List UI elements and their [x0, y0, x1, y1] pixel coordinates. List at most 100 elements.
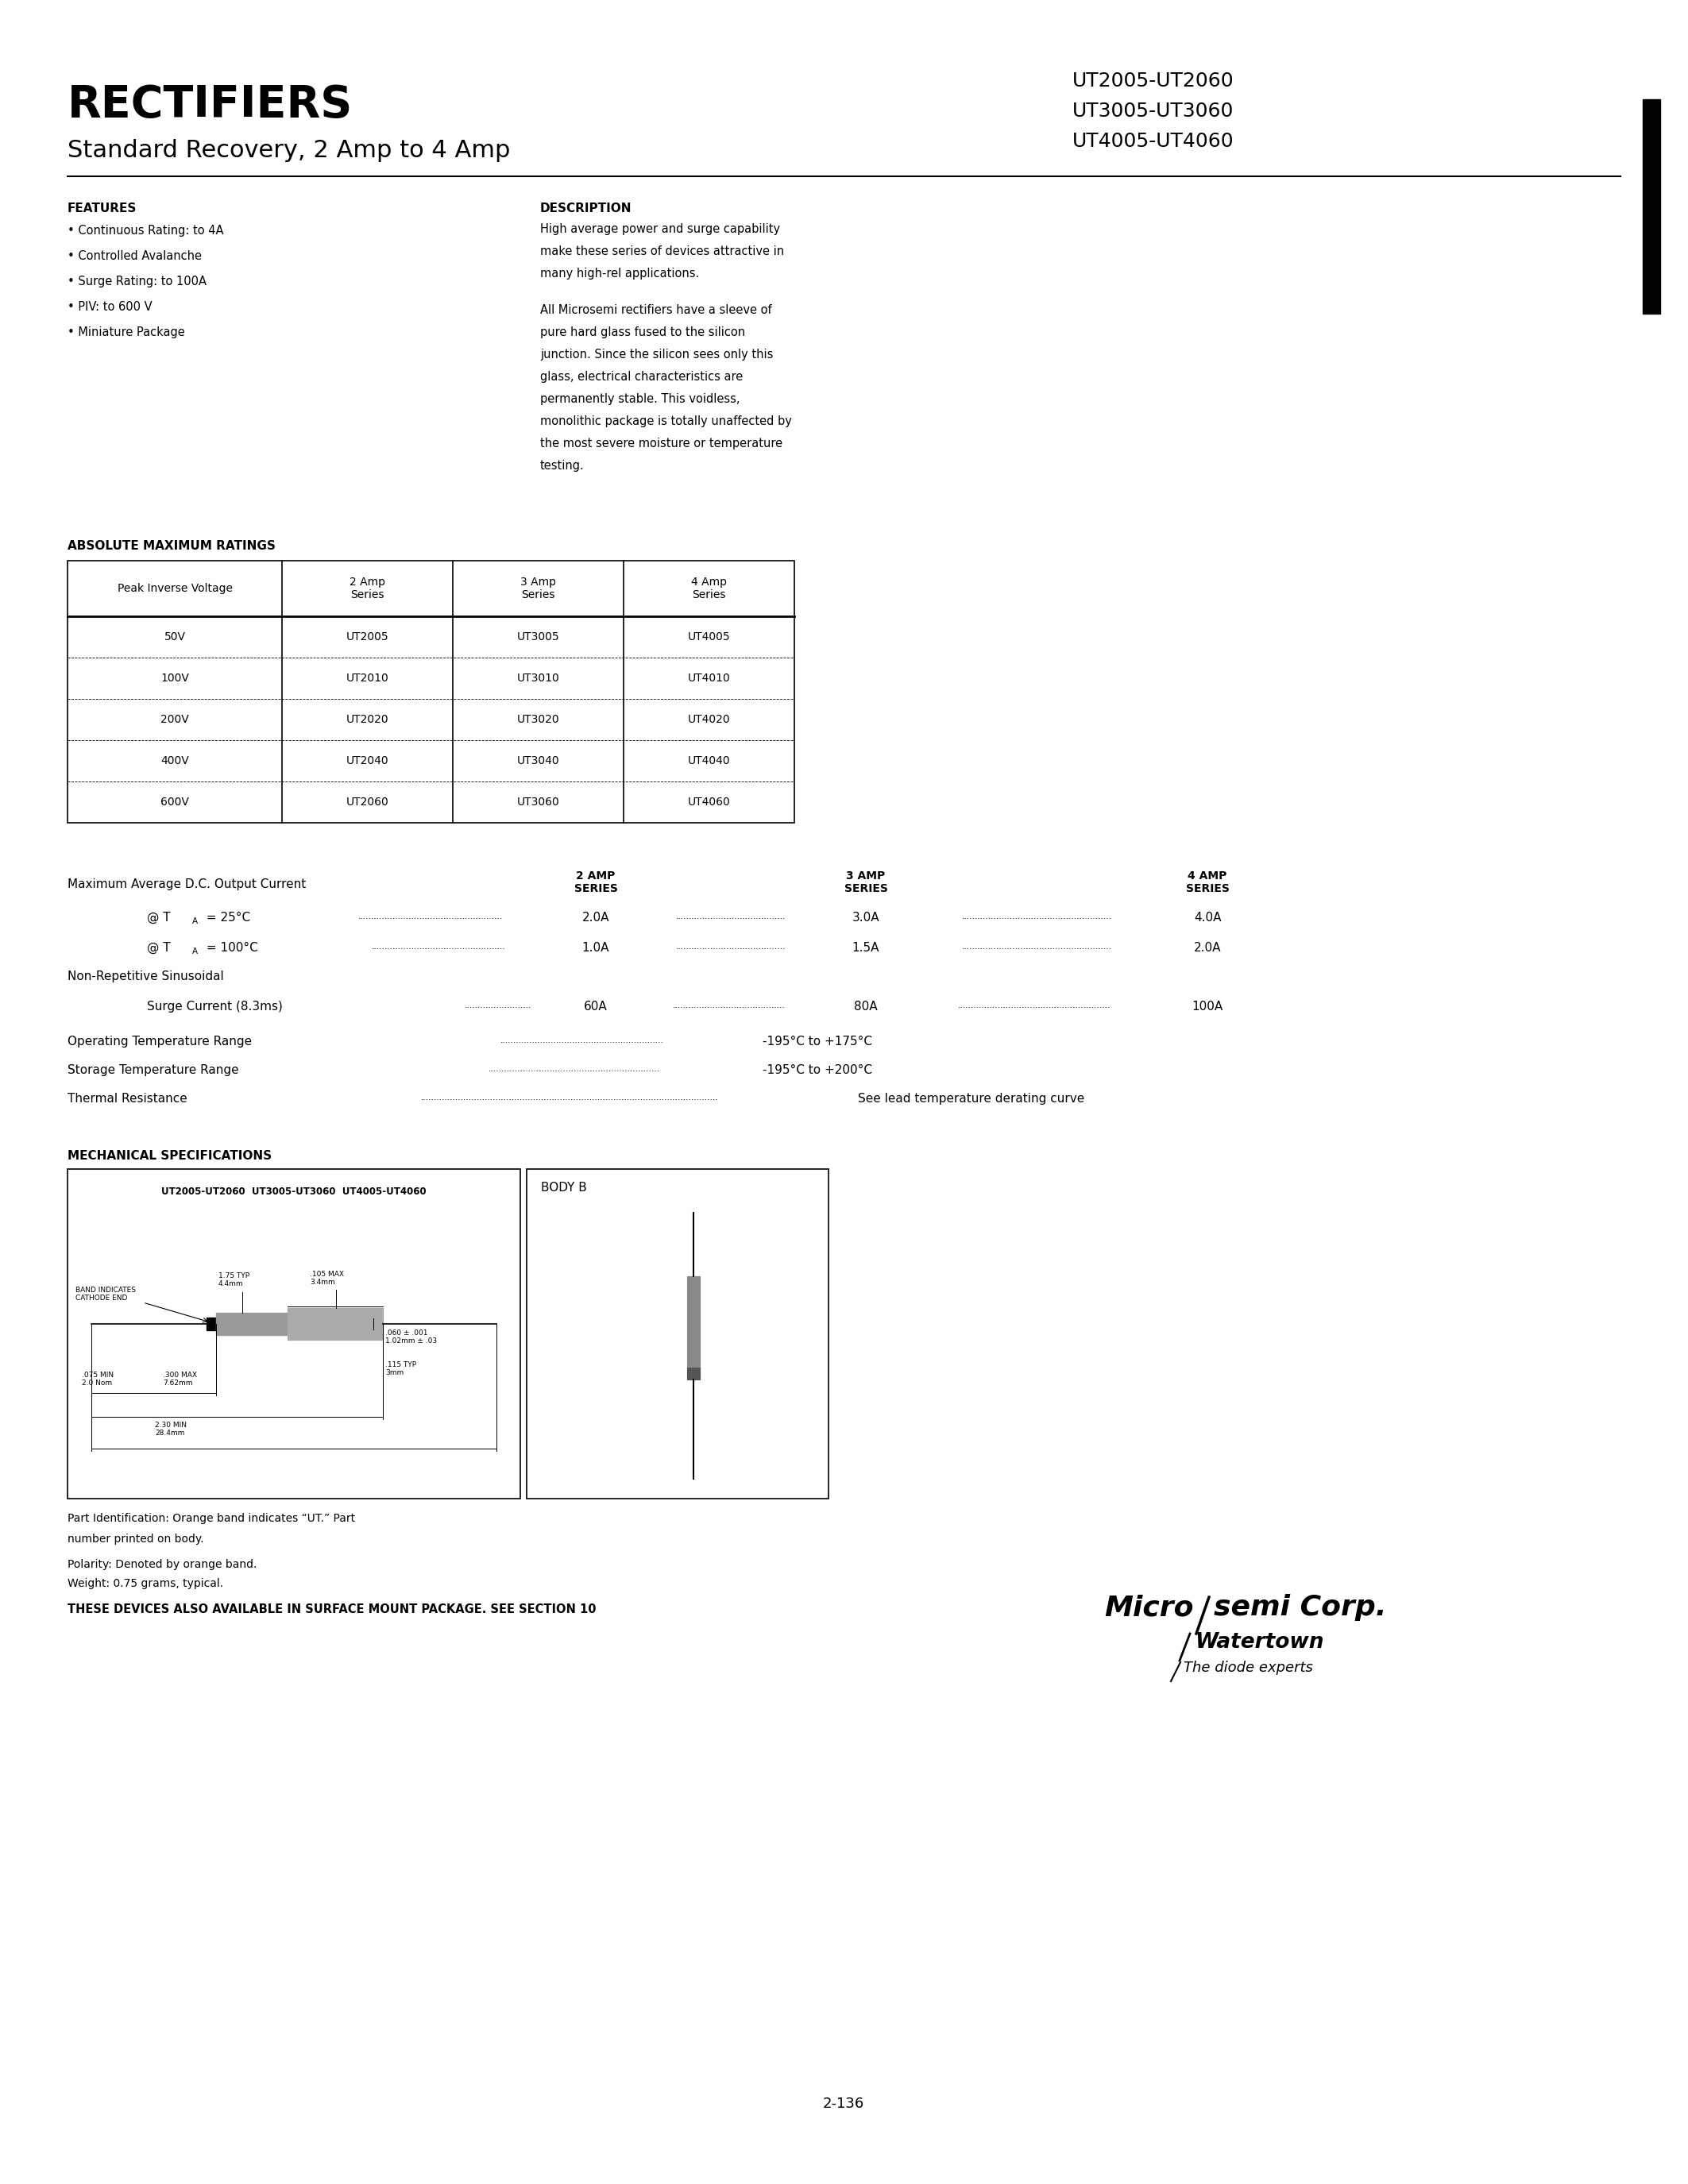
Text: Watertown: Watertown [1195, 1631, 1323, 1653]
Text: .115 TYP
3mm: .115 TYP 3mm [385, 1361, 417, 1376]
Text: UT3060: UT3060 [517, 797, 559, 808]
Text: junction. Since the silicon sees only this: junction. Since the silicon sees only th… [540, 349, 773, 360]
Text: 1.75 TYP
4.4mm: 1.75 TYP 4.4mm [218, 1273, 250, 1289]
Text: .........................................: ........................................… [675, 913, 787, 919]
Bar [216, 1313, 287, 1334]
Text: • Controlled Avalanche: • Controlled Avalanche [68, 251, 203, 262]
Bar [68, 561, 795, 823]
Text: = 25°C: = 25°C [203, 911, 250, 924]
Text: make these series of devices attractive in: make these series of devices attractive … [540, 245, 785, 258]
Text: .........................................: ........................................… [675, 943, 787, 950]
Text: ................................................................: ........................................… [488, 1066, 660, 1072]
Text: 2.0A: 2.0A [582, 911, 609, 924]
Text: UT4020: UT4020 [687, 714, 731, 725]
Text: 3.0A: 3.0A [852, 911, 879, 924]
Text: Operating Temperature Range: Operating Temperature Range [68, 1035, 252, 1048]
Text: 50V: 50V [164, 631, 186, 642]
Text: • Miniature Package: • Miniature Package [68, 325, 186, 339]
Text: .........................................................: ........................................… [959, 1002, 1111, 1009]
Text: Non-Repetitive Sinusoidal: Non-Repetitive Sinusoidal [68, 970, 225, 983]
Text: ..................................................: ........................................… [371, 943, 506, 950]
Text: 2.30 MIN
28.4mm: 2.30 MIN 28.4mm [155, 1422, 187, 1437]
Text: Weight: 0.75 grams, typical.: Weight: 0.75 grams, typical. [68, 1579, 223, 1590]
Text: • Continuous Rating: to 4A: • Continuous Rating: to 4A [68, 225, 223, 236]
Bar [687, 1367, 701, 1380]
Text: ........................................................: ........................................… [962, 913, 1112, 919]
Text: 2.0A: 2.0A [1193, 941, 1220, 954]
Text: .060 ± .001
1.02mm ± .03: .060 ± .001 1.02mm ± .03 [385, 1330, 437, 1345]
Text: -195°C to +200°C: -195°C to +200°C [763, 1064, 873, 1077]
Text: Micro: Micro [1104, 1594, 1193, 1621]
Text: Thermal Resistance: Thermal Resistance [68, 1092, 187, 1105]
Text: The diode experts: The diode experts [1183, 1660, 1313, 1675]
Text: 200V: 200V [160, 714, 189, 725]
Text: Polarity: Denoted by orange band.: Polarity: Denoted by orange band. [68, 1559, 257, 1570]
Text: UT3040: UT3040 [517, 756, 559, 767]
Text: UT3020: UT3020 [517, 714, 559, 725]
Text: 100V: 100V [160, 673, 189, 684]
Text: semi Corp.: semi Corp. [1214, 1594, 1386, 1621]
Text: UT4040: UT4040 [687, 756, 731, 767]
Text: UT2005: UT2005 [346, 631, 388, 642]
Text: • Surge Rating: to 100A: • Surge Rating: to 100A [68, 275, 206, 288]
Text: .075 MIN
2.0 Nom: .075 MIN 2.0 Nom [81, 1372, 113, 1387]
Text: UT3005-UT3060: UT3005-UT3060 [1072, 103, 1234, 120]
Text: BAND INDICATES
CATHODE END: BAND INDICATES CATHODE END [76, 1286, 135, 1302]
Text: 1.0A: 1.0A [582, 941, 609, 954]
Text: UT4005: UT4005 [687, 631, 731, 642]
Text: ..........................................: ........................................… [672, 1002, 785, 1009]
Bar [1642, 98, 1661, 314]
Text: UT3010: UT3010 [517, 673, 559, 684]
Text: UT2060: UT2060 [346, 797, 388, 808]
Text: RECTIFIERS: RECTIFIERS [68, 83, 353, 127]
Text: 4.0A: 4.0A [1193, 911, 1220, 924]
Text: 1.5A: 1.5A [852, 941, 879, 954]
Text: pure hard glass fused to the silicon: pure hard glass fused to the silicon [540, 325, 744, 339]
Bar [68, 1168, 520, 1498]
Text: High average power and surge capability: High average power and surge capability [540, 223, 780, 236]
Text: many high-rel applications.: many high-rel applications. [540, 269, 699, 280]
Text: UT2005-UT2060: UT2005-UT2060 [1072, 72, 1234, 90]
Text: 2-136: 2-136 [822, 2097, 864, 2112]
Text: 400V: 400V [160, 756, 189, 767]
Text: monolithic package is totally unaffected by: monolithic package is totally unaffected… [540, 415, 792, 428]
Text: 600V: 600V [160, 797, 189, 808]
Text: UT4005-UT4060: UT4005-UT4060 [1072, 131, 1234, 151]
Text: ................................................................................: ........................................… [422, 1094, 719, 1101]
Text: A: A [192, 948, 197, 954]
Text: BODY B: BODY B [540, 1182, 587, 1195]
Text: 4 AMP
SERIES: 4 AMP SERIES [1185, 871, 1229, 895]
Text: MECHANICAL SPECIFICATIONS: MECHANICAL SPECIFICATIONS [68, 1151, 272, 1162]
Text: @ T: @ T [147, 911, 170, 924]
Text: number printed on body.: number printed on body. [68, 1533, 204, 1544]
Text: THESE DEVICES ALSO AVAILABLE IN SURFACE MOUNT PACKAGE. SEE SECTION 10: THESE DEVICES ALSO AVAILABLE IN SURFACE … [68, 1603, 596, 1616]
Text: Maximum Average D.C. Output Current: Maximum Average D.C. Output Current [68, 878, 306, 891]
Text: UT4060: UT4060 [687, 797, 731, 808]
Text: Surge Current (8.3ms): Surge Current (8.3ms) [147, 1000, 282, 1013]
Text: Peak Inverse Voltage: Peak Inverse Voltage [116, 583, 233, 594]
Text: @ T: @ T [147, 941, 170, 954]
Text: 2 Amp
Series: 2 Amp Series [349, 577, 385, 601]
Text: .300 MAX
7.62mm: .300 MAX 7.62mm [162, 1372, 197, 1387]
Text: .............................................................: ........................................… [500, 1037, 663, 1044]
Text: ......................................................: ........................................… [358, 913, 503, 919]
Text: .........................: ......................... [464, 1002, 532, 1009]
Text: .105 MAX
3.4mm: .105 MAX 3.4mm [311, 1271, 344, 1286]
Text: 100A: 100A [1192, 1000, 1224, 1013]
Text: DESCRIPTION: DESCRIPTION [540, 203, 631, 214]
Text: the most severe moisture or temperature: the most severe moisture or temperature [540, 437, 783, 450]
Text: ABSOLUTE MAXIMUM RATINGS: ABSOLUTE MAXIMUM RATINGS [68, 539, 275, 553]
Bar [287, 1308, 383, 1339]
Text: permanently stable. This voidless,: permanently stable. This voidless, [540, 393, 739, 404]
Text: ........................................................: ........................................… [962, 943, 1112, 950]
Text: Storage Temperature Range: Storage Temperature Range [68, 1064, 238, 1077]
Text: All Microsemi rectifiers have a sleeve of: All Microsemi rectifiers have a sleeve o… [540, 304, 771, 317]
Bar [687, 1275, 701, 1380]
Bar [206, 1317, 216, 1330]
Text: UT3005: UT3005 [517, 631, 559, 642]
Text: UT2040: UT2040 [346, 756, 388, 767]
Text: UT2020: UT2020 [346, 714, 388, 725]
Bar [527, 1168, 829, 1498]
Text: testing.: testing. [540, 461, 584, 472]
Text: Part Identification: Orange band indicates “UT.” Part: Part Identification: Orange band indicat… [68, 1514, 354, 1524]
